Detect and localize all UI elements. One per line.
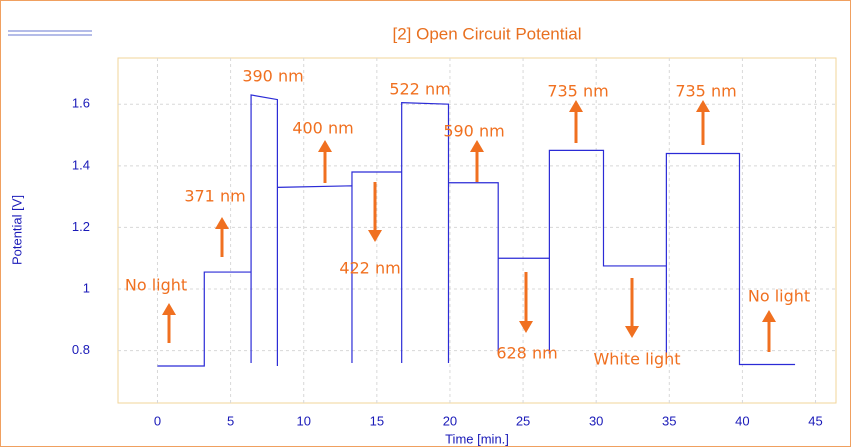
arrow-head [569,100,583,112]
arrow-head [696,100,710,112]
arrow-head [625,326,639,338]
y-tick-label: 1.4 [72,157,90,172]
arrow-head [519,321,533,333]
x-tick-label: 5 [227,413,234,428]
x-tick-label: 15 [370,413,384,428]
y-axis-label: Potential [V] [9,195,24,265]
x-tick-label: 0 [154,413,161,428]
annotation: 628 nm [496,344,557,363]
x-tick-label: 20 [443,413,457,428]
arrow-head [162,303,176,315]
y-tick-label: 0.8 [72,342,90,357]
arrow-head [368,230,382,242]
x-axis-label: Time [min.] [445,431,509,446]
annotation: 390 nm [242,67,303,86]
y-tick-label: 1.2 [72,219,90,234]
x-tick-label: 10 [296,413,310,428]
plot-area [117,57,837,404]
annotation: 422 nm [339,259,400,278]
x-tick-label: 30 [589,413,603,428]
annotation: 735 nm [547,82,608,101]
y-tick-label: 1.6 [72,96,90,111]
arrow-head [470,140,484,152]
annotation: 371 nm [184,187,245,206]
x-tick-label: 40 [735,413,749,428]
annotation: 735 nm [675,82,736,101]
x-tick-label: 45 [808,413,822,428]
y-tick-label: 1 [83,280,90,295]
x-tick-label: 25 [516,413,530,428]
arrow-head [215,217,229,229]
annotation: No light [125,276,187,295]
annotation: 522 nm [389,80,450,99]
data-line [157,94,796,367]
annotation: No light [748,287,810,306]
x-tick-label: 35 [662,413,676,428]
annotation: White light [593,350,680,369]
annotation: 590 nm [443,122,504,141]
annotation: 400 nm [292,119,353,138]
arrow-head [318,140,332,152]
chart-title: [2] Open Circuit Potential [393,24,582,43]
arrow-head [762,310,776,322]
